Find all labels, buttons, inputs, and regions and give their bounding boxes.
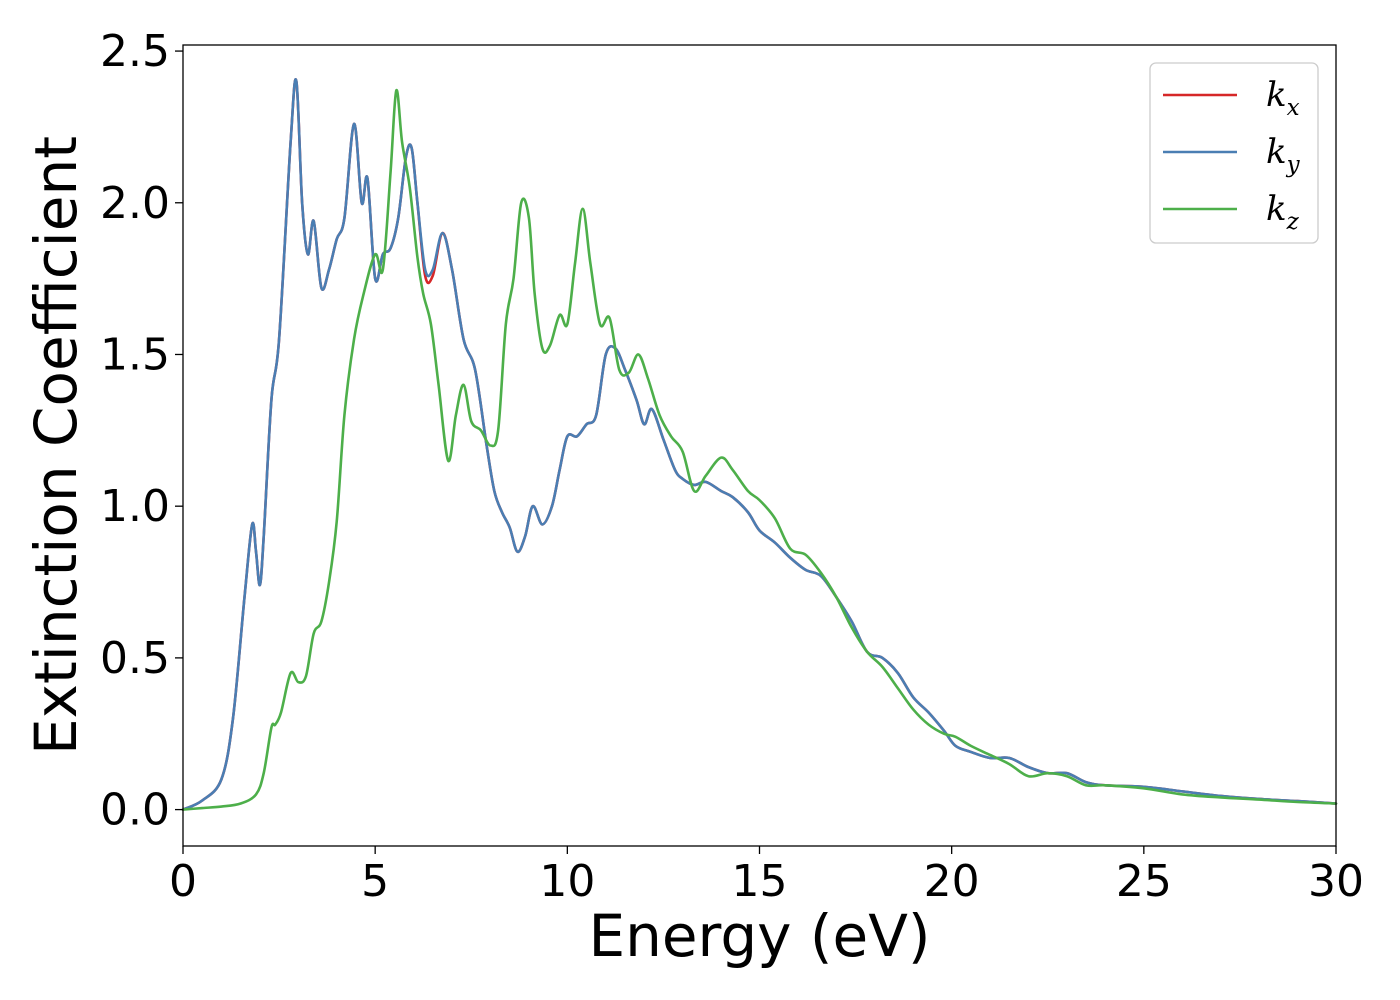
x-tick-label: 25: [1116, 856, 1172, 907]
series-line-kz: [181, 89, 1338, 811]
y-axis: 0.0 0.5 1.0 1.5 2.0 2.5: [100, 26, 183, 836]
y-tick-label: 1.0: [100, 481, 170, 532]
x-tick-label: 10: [539, 856, 595, 907]
x-axis: 0 5 10 15 20 25 30: [169, 846, 1364, 907]
series-line-ky: [181, 78, 1338, 811]
x-tick-label: 30: [1308, 856, 1364, 907]
y-tick-label: 2.5: [100, 26, 170, 77]
plot-lines: [181, 78, 1338, 811]
x-axis-title: Energy (eV): [588, 902, 930, 970]
y-tick-label: 0.5: [100, 633, 170, 684]
y-tick-label: 1.5: [100, 329, 170, 380]
y-tick-label: 2.0: [100, 178, 170, 229]
x-tick-label: 0: [169, 856, 197, 907]
y-tick-label: 0.0: [100, 785, 170, 836]
x-tick-label: 15: [732, 856, 788, 907]
y-axis-title: Extinction Coefficient: [22, 136, 90, 755]
x-tick-label: 20: [924, 856, 980, 907]
x-tick-label: 5: [361, 856, 389, 907]
